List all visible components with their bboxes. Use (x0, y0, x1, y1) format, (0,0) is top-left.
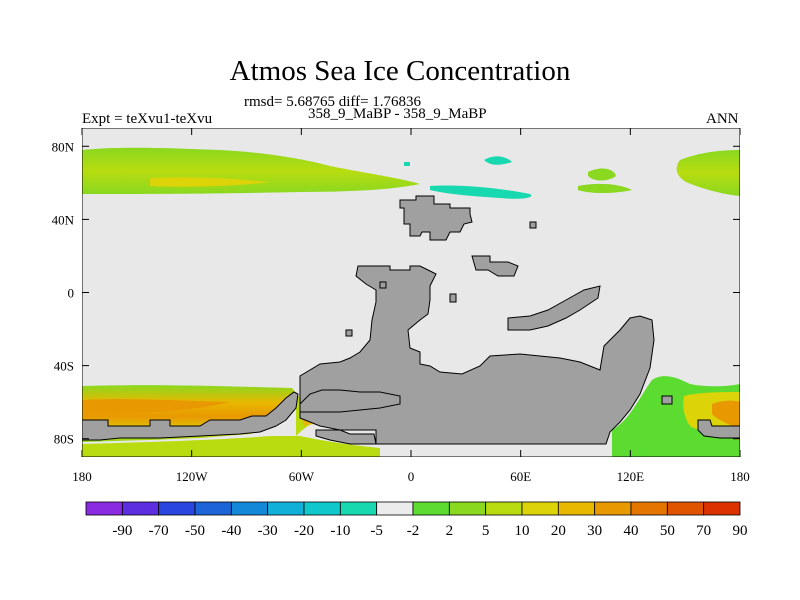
antarctic-ice-hot-west (82, 399, 230, 414)
colorbar-label: 10 (515, 523, 530, 539)
plot-title: Atmos Sea Ice Concentration (229, 55, 571, 87)
land-south-strip-east (697, 419, 740, 439)
colorbar-label: 70 (696, 523, 711, 539)
colorbar-swatch (230, 501, 269, 516)
colorbar: -90 -70 -50 -40 -30 -20 -10 -5 -2 2 5 10 20 30 40 50 70 9… (85, 501, 748, 539)
colorbar-label: 20 (551, 523, 566, 539)
colorbar-swatch (448, 501, 487, 516)
colorbar-swatch (521, 501, 559, 516)
y-tick-label: 40S (54, 359, 74, 374)
land-east-patch (661, 395, 673, 405)
map-axes: 180 120W 60W 0 60E 120E 180 80N 40N 0 40S 80S (52, 128, 750, 484)
colorbar-label: -70 (149, 523, 169, 539)
colorbar-label: -40 (221, 523, 241, 539)
colorbar-swatch (267, 501, 305, 516)
x-tick-label: 180 (72, 469, 92, 484)
antarctic-ice-hot-east (712, 400, 740, 428)
colorbar-label: 30 (587, 523, 602, 539)
colorbar-swatch (303, 501, 341, 516)
arctic-ice-core-west (150, 177, 270, 187)
land-masses (82, 195, 740, 445)
colorbar-swatch (339, 501, 378, 516)
arctic-ice-band-east (676, 150, 740, 196)
experiment-label: Expt = teXvu1-teXvu (82, 111, 213, 127)
land-south-strip-mid (315, 429, 377, 445)
map-panel (82, 128, 740, 457)
arctic-ice-negative-2 (430, 185, 532, 199)
x-tick-label: 0 (408, 469, 415, 484)
colorbar-label: -90 (112, 523, 132, 539)
colorbar-label: -30 (258, 523, 278, 539)
x-tick-label: 120E (617, 469, 645, 484)
colorbar-label: 2 (446, 523, 454, 539)
colorbar-swatch (703, 501, 741, 516)
colorbar-swatch (158, 501, 196, 516)
antarctic-ice-band-west-low (82, 436, 380, 457)
y-tick-label: 80N (52, 139, 75, 154)
colorbar-swatch (666, 501, 705, 516)
arctic-ice-patch-east (578, 168, 632, 193)
season-label: ANN (706, 111, 739, 127)
x-tick-label: 120W (176, 469, 209, 484)
land-south-strip-west (82, 391, 299, 441)
colorbar-label: -20 (294, 523, 314, 539)
land-islet-3 (379, 281, 387, 289)
colorbar-swatch (412, 501, 450, 516)
land-islet-1 (449, 293, 457, 303)
colorbar-swatch (557, 501, 596, 516)
land-central-continent (299, 265, 655, 445)
y-tick-label: 0 (68, 286, 75, 301)
land-islet-2 (529, 221, 537, 229)
land-island-east (471, 255, 519, 277)
y-tick-label: 40N (52, 212, 75, 227)
colorbar-label: 50 (660, 523, 675, 539)
colorbar-swatch (194, 501, 232, 516)
x-tick-label: 60E (510, 469, 531, 484)
colorbar-label: -2 (407, 523, 420, 539)
x-tick-label: 180 (730, 469, 750, 484)
colorbar-label: -10 (330, 523, 350, 539)
colorbar-label: 40 (624, 523, 639, 539)
stats-label: rmsd= 5.68765 diff= 1.76836 (244, 94, 422, 110)
colorbar-swatch (85, 501, 123, 516)
colorbar-label: -50 (185, 523, 205, 539)
land-north-block (399, 195, 473, 241)
colorbar-label: -5 (370, 523, 383, 539)
colorbar-swatch (376, 501, 414, 516)
colorbar-label: 90 (733, 523, 748, 539)
colorbar-swatch (121, 501, 160, 516)
colorbar-swatch (630, 501, 668, 516)
colorbar-swatch (485, 501, 523, 516)
land-peninsula (507, 285, 601, 331)
colorbar-label: 5 (482, 523, 490, 539)
land-islet-4 (345, 329, 353, 337)
x-tick-label: 60W (289, 469, 315, 484)
subtitle-label: 358_9_MaBP - 358_9_MaBP (308, 106, 487, 122)
colorbar-swatch (594, 501, 632, 516)
y-tick-label: 80S (54, 432, 74, 447)
arctic-ice-negative-1 (404, 156, 512, 166)
